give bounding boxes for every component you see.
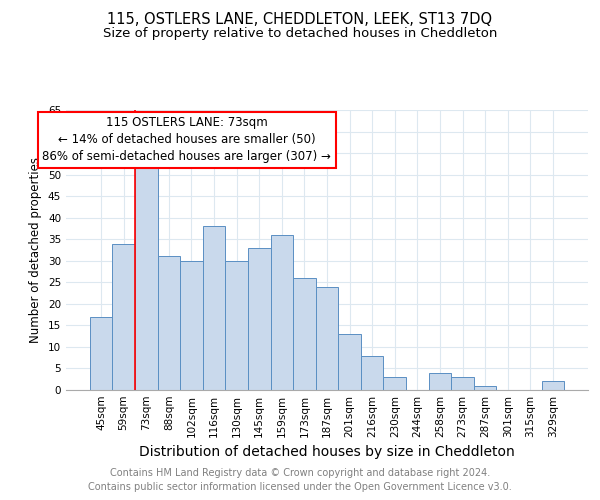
- Bar: [361, 356, 383, 390]
- Text: 115, OSTLERS LANE, CHEDDLETON, LEEK, ST13 7DQ: 115, OSTLERS LANE, CHEDDLETON, LEEK, ST1…: [107, 12, 493, 28]
- Bar: [293, 278, 316, 390]
- Bar: [474, 386, 496, 390]
- Bar: [180, 261, 203, 390]
- Bar: [90, 317, 112, 390]
- Bar: [203, 226, 226, 390]
- Bar: [271, 235, 293, 390]
- Bar: [542, 382, 564, 390]
- Bar: [158, 256, 180, 390]
- Bar: [248, 248, 271, 390]
- Text: Size of property relative to detached houses in Cheddleton: Size of property relative to detached ho…: [103, 28, 497, 40]
- Bar: [338, 334, 361, 390]
- Text: 115 OSTLERS LANE: 73sqm
← 14% of detached houses are smaller (50)
86% of semi-de: 115 OSTLERS LANE: 73sqm ← 14% of detache…: [43, 116, 331, 164]
- Bar: [112, 244, 135, 390]
- Bar: [451, 377, 474, 390]
- Bar: [316, 286, 338, 390]
- Bar: [383, 377, 406, 390]
- Text: Contains HM Land Registry data © Crown copyright and database right 2024.
Contai: Contains HM Land Registry data © Crown c…: [88, 468, 512, 492]
- Bar: [226, 261, 248, 390]
- Bar: [428, 373, 451, 390]
- Y-axis label: Number of detached properties: Number of detached properties: [29, 157, 43, 343]
- X-axis label: Distribution of detached houses by size in Cheddleton: Distribution of detached houses by size …: [139, 446, 515, 460]
- Bar: [135, 158, 158, 390]
